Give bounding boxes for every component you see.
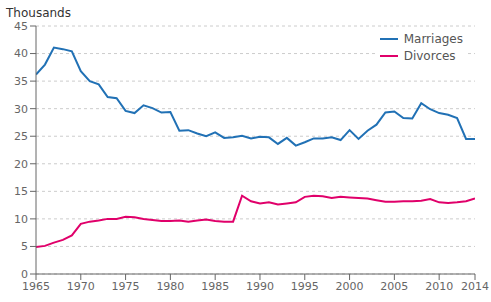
svg-text:35: 35 — [14, 75, 28, 88]
svg-text:1995: 1995 — [291, 280, 319, 293]
svg-text:40: 40 — [14, 47, 28, 60]
svg-text:1965: 1965 — [22, 280, 50, 293]
svg-text:0: 0 — [21, 268, 28, 281]
svg-text:1975: 1975 — [112, 280, 140, 293]
svg-text:2000: 2000 — [336, 280, 364, 293]
svg-text:1970: 1970 — [67, 280, 95, 293]
svg-text:1985: 1985 — [201, 280, 229, 293]
svg-text:1990: 1990 — [246, 280, 274, 293]
svg-text:20: 20 — [14, 158, 28, 171]
svg-text:10: 10 — [14, 213, 28, 226]
html-text:Marriages: Marriages — [403, 32, 463, 46]
svg-text:30: 30 — [14, 103, 28, 116]
svg-text:1980: 1980 — [156, 280, 184, 293]
svg-text:5: 5 — [21, 240, 28, 253]
svg-text:25: 25 — [14, 130, 28, 143]
svg-text:2010: 2010 — [425, 280, 453, 293]
svg-text:2005: 2005 — [380, 280, 408, 293]
html-text:Divorces: Divorces — [403, 49, 456, 63]
svg-text:15: 15 — [14, 185, 28, 198]
html-text:Thousands: Thousands — [6, 6, 71, 20]
svg-text:2014: 2014 — [461, 280, 483, 293]
svg-text:45: 45 — [14, 20, 28, 33]
